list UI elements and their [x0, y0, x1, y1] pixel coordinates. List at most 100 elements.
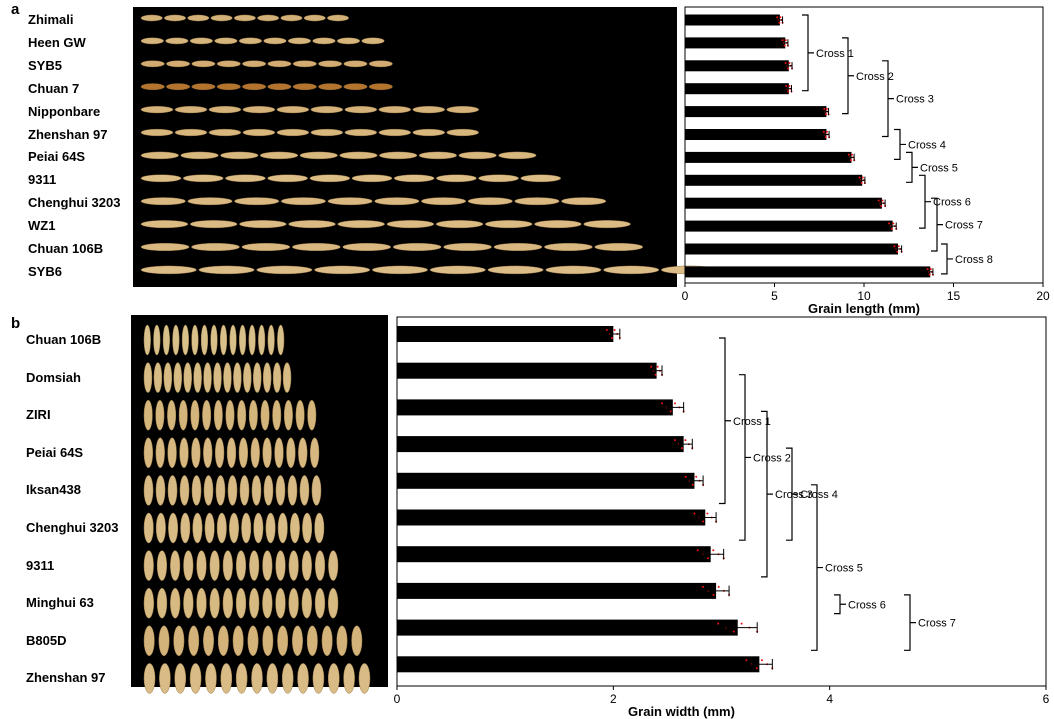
grain	[274, 437, 284, 469]
grain	[436, 174, 477, 183]
grain	[143, 550, 154, 581]
grain	[200, 324, 209, 356]
grain	[520, 174, 561, 183]
grain	[368, 83, 393, 91]
grain	[189, 663, 202, 694]
grain	[179, 437, 189, 469]
grain	[241, 512, 252, 544]
grain	[235, 587, 247, 619]
grain	[203, 437, 213, 469]
data-point	[788, 62, 791, 65]
data-point	[605, 329, 608, 331]
data-point	[673, 439, 676, 442]
grain	[275, 550, 286, 581]
data-point	[702, 520, 705, 523]
cross-label: Cross 4	[908, 139, 946, 151]
grain	[193, 362, 202, 393]
grain	[485, 220, 533, 229]
data-point	[825, 107, 828, 110]
grain	[238, 37, 262, 45]
x-tick-label: 5	[771, 289, 778, 303]
variety-label: Chenghui 3203	[26, 520, 119, 535]
grain	[140, 60, 165, 68]
grain	[267, 324, 275, 356]
data-point	[712, 593, 715, 596]
data-point	[717, 622, 720, 625]
grain	[232, 625, 244, 657]
grain	[191, 475, 202, 506]
grain	[292, 625, 303, 657]
grain	[478, 174, 519, 183]
cross-bracket	[941, 243, 953, 275]
grain	[386, 220, 435, 229]
data-point	[785, 84, 788, 87]
data-point	[851, 153, 854, 156]
grain	[140, 197, 186, 206]
grain	[216, 512, 227, 544]
data-point	[680, 447, 683, 450]
grain	[215, 437, 225, 469]
grain	[163, 362, 173, 393]
grain	[314, 587, 326, 619]
grain	[280, 14, 303, 22]
grain	[283, 399, 293, 431]
grain	[226, 437, 237, 469]
grain	[140, 37, 164, 45]
variety-label: Iksan438	[26, 482, 81, 498]
data-point	[880, 204, 883, 207]
grain	[210, 324, 218, 356]
grain	[143, 399, 153, 431]
grain	[318, 60, 343, 68]
grain	[183, 362, 192, 393]
panel-b-label: b	[11, 315, 21, 332]
grain	[140, 106, 174, 114]
cross-bracket	[834, 594, 846, 615]
x-tick-label: 4	[826, 692, 833, 706]
grain	[256, 265, 313, 275]
cross-bracket	[719, 337, 731, 505]
grain	[412, 128, 445, 137]
grain	[204, 512, 215, 544]
grain	[223, 362, 232, 393]
data-point	[684, 475, 687, 478]
grain	[179, 475, 190, 506]
grain	[498, 151, 537, 160]
bar-9311	[685, 174, 863, 186]
grain	[187, 14, 210, 22]
x-tick-label: 0	[682, 289, 689, 303]
variety-label: Peiai 64S	[28, 149, 86, 165]
panel-a-label: a	[11, 1, 20, 18]
grain	[336, 625, 348, 657]
grain	[170, 550, 181, 581]
grain	[493, 242, 543, 252]
grain	[318, 83, 343, 91]
grain	[143, 625, 155, 657]
grain	[217, 625, 229, 657]
cross-bracket	[842, 37, 854, 115]
data-point	[929, 268, 932, 271]
grain	[178, 399, 188, 431]
variety-label: 9311	[26, 557, 55, 573]
grain	[215, 475, 226, 506]
grain	[392, 242, 442, 252]
cross-label: Cross 5	[920, 162, 958, 174]
x-tick-label: 10	[857, 289, 871, 303]
grain	[292, 60, 317, 68]
cross-label: Cross 6	[933, 197, 971, 209]
grain	[225, 174, 266, 183]
data-point	[893, 245, 896, 248]
cross-label: Cross 3	[896, 94, 934, 106]
grain	[167, 399, 177, 431]
grain	[288, 587, 299, 619]
grain	[372, 265, 428, 275]
grain	[234, 197, 280, 206]
grain	[216, 83, 241, 91]
grain	[421, 197, 467, 206]
grain	[328, 587, 339, 619]
grain	[155, 399, 165, 431]
data-point	[822, 130, 825, 133]
variety-label: Minghui 63	[26, 595, 94, 611]
grain	[237, 399, 247, 431]
cross-bracket	[882, 60, 894, 138]
data-point	[849, 159, 852, 162]
